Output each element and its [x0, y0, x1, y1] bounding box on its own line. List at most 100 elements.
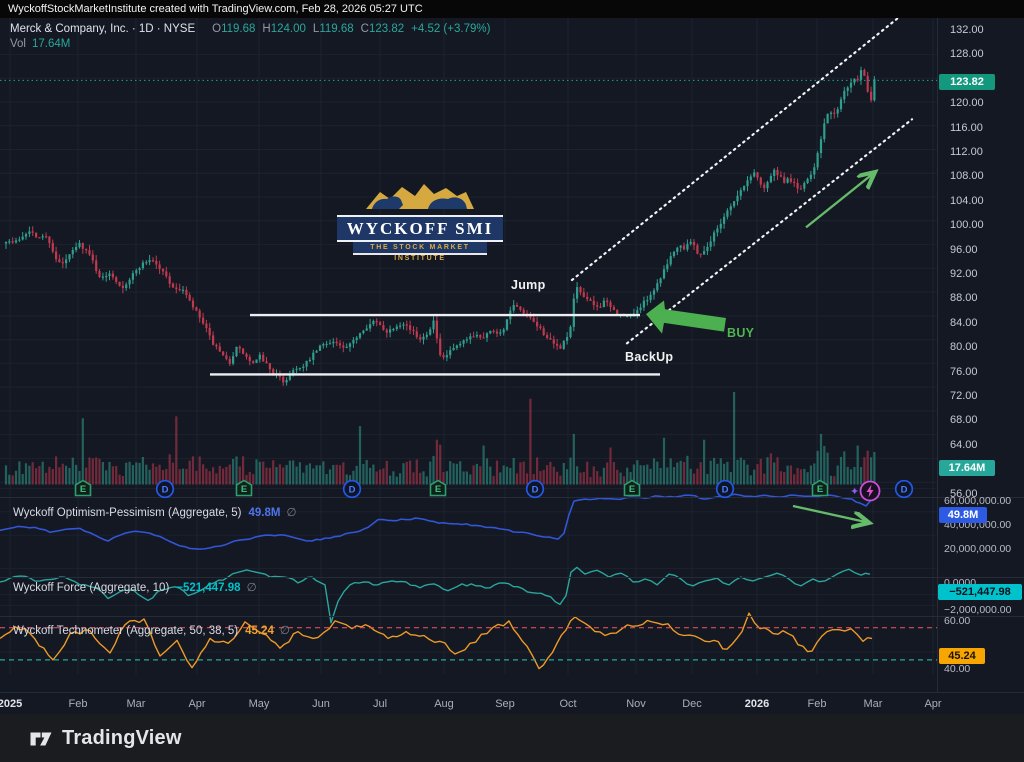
- svg-text:D: D: [901, 485, 908, 496]
- price-axis-label: 80.00: [950, 341, 978, 354]
- price-axis-label: 96.00: [950, 243, 978, 256]
- earnings-badge[interactable]: E: [811, 479, 829, 502]
- price-axis-label: 112.00: [950, 146, 983, 158]
- time-axis-label: Feb: [807, 698, 827, 710]
- techno-value: 45.24: [245, 625, 274, 637]
- symbol-title[interactable]: Merck & Company, Inc. · 1D · NYSE: [10, 23, 196, 35]
- op-trend-arrow[interactable]: [792, 504, 868, 523]
- buy-arrow[interactable]: [646, 300, 726, 334]
- time-axis-label: Feb: [68, 698, 88, 710]
- open-value: 119.68: [221, 23, 256, 35]
- time-axis-label: Jul: [372, 698, 388, 710]
- dividend-badge[interactable]: D: [342, 479, 362, 504]
- op-axis-label: 20,000,000.00: [944, 543, 1012, 555]
- high-label: H: [262, 23, 271, 35]
- tradingview-brand[interactable]: TradingView: [28, 725, 182, 751]
- price-axis-label: 64.00: [950, 438, 978, 451]
- low-label: L: [312, 23, 320, 35]
- dividend-badge[interactable]: D: [155, 479, 175, 504]
- change-value: +4.52 (+3.79%): [411, 23, 491, 35]
- price-axis-label: 56.00: [950, 487, 978, 500]
- force-value-tag: −521,447.98: [938, 584, 1022, 600]
- price-axis-label: 88.00: [950, 292, 978, 305]
- svg-text:E: E: [817, 484, 823, 495]
- force-indicator-line: [0, 566, 871, 624]
- techno-axis-label: 60.00: [944, 615, 971, 627]
- channel-lower-line[interactable]: [625, 118, 914, 345]
- svg-text:E: E: [435, 484, 441, 495]
- time-axis-label: 2026: [744, 698, 770, 710]
- open-label: O: [212, 23, 222, 35]
- techno-axis-label: 40.00: [944, 663, 971, 675]
- force-title[interactable]: Wyckoff Force (Aggregate, 10): [13, 582, 170, 594]
- price-axis-label: 84.00: [950, 316, 978, 329]
- price-axis-label: 128.00: [950, 48, 984, 61]
- pane-divider-op-force[interactable]: [0, 577, 1024, 578]
- svg-text:E: E: [629, 484, 635, 495]
- dividend-badge[interactable]: D: [525, 479, 545, 504]
- op-value: 49.8M: [248, 507, 281, 519]
- time-axis-label: Jun: [312, 698, 330, 710]
- earnings-badge[interactable]: E: [235, 479, 253, 502]
- volume-label: Vol: [10, 38, 26, 50]
- time-axis-label: Dec: [682, 698, 702, 710]
- svg-text:E: E: [80, 484, 86, 495]
- techno-title[interactable]: Wyckoff Technometer (Aggregate, 50, 38, …: [13, 625, 239, 637]
- tradingview-logo-icon: [30, 732, 52, 746]
- volume-series: [4, 392, 876, 485]
- volume-value: 17.64M: [32, 38, 71, 50]
- close-label: C: [360, 23, 369, 35]
- time-axis[interactable]: 2025 Feb Mar Apr May Jun Jul Aug Sep Oct Nov Dec 202…: [0, 692, 1024, 715]
- wyckoff-smi-logo: WYCKOFF SMI THE STOCK MARKET INSTITUTE: [337, 180, 503, 262]
- price-axis-border: [937, 18, 938, 692]
- op-indicator-line: [0, 493, 872, 550]
- dividend-badge[interactable]: D: [894, 479, 914, 504]
- force-empty-icon: ∅: [246, 582, 257, 594]
- candlestick-series: [4, 66, 876, 386]
- time-axis-label: Mar: [863, 698, 883, 710]
- footer-bar: TradingView: [0, 714, 1024, 762]
- attribution-text: WyckoffStockMarketInstitute created with…: [8, 3, 423, 15]
- time-axis-label: Nov: [626, 698, 646, 710]
- price-axis-label: 68.00: [950, 414, 978, 427]
- price-axis-label: 72.00: [950, 390, 978, 402]
- price-axis-label: 132.00: [950, 24, 984, 36]
- earnings-badge[interactable]: E: [623, 479, 641, 502]
- logo-subtitle: THE STOCK MARKET INSTITUTE: [353, 242, 487, 262]
- attribution-bar: WyckoffStockMarketInstitute created with…: [0, 0, 1024, 18]
- grid-lines: [0, 18, 937, 675]
- price-axis-label: 104.00: [950, 194, 984, 207]
- op-title[interactable]: Wyckoff Optimism-Pessimism (Aggregate, 5…: [13, 507, 242, 519]
- techno-indicator-line: [0, 612, 873, 670]
- svg-text:D: D: [162, 485, 169, 496]
- svg-text:E: E: [241, 484, 247, 495]
- earnings-badge[interactable]: E: [429, 479, 447, 502]
- time-axis-label: 2025: [0, 698, 23, 710]
- op-axis-label: 60,000,000.00: [944, 495, 1012, 507]
- buy-annotation: BUY: [727, 326, 755, 340]
- backup-annotation: BackUp: [625, 350, 674, 364]
- op-value-tag: 49.8M: [939, 507, 987, 523]
- svg-text:D: D: [722, 485, 729, 496]
- price-axis[interactable]: 132.00 128.00 120.00 116.00 112.00 108.00 104.…: [937, 18, 1024, 692]
- earnings-badge[interactable]: E: [74, 479, 92, 502]
- time-axis-label: May: [248, 698, 270, 710]
- special-event-lightning-badge[interactable]: ✦: [848, 479, 882, 508]
- symbol-legend: Merck & Company, Inc. · 1D · NYSE O119.68…: [10, 23, 490, 50]
- low-value: 119.68: [319, 23, 354, 35]
- chart-canvas[interactable]: [0, 18, 937, 692]
- force-axis-label: −2,000,000.00: [944, 604, 1012, 616]
- pane-divider-force-techno[interactable]: [0, 616, 1024, 617]
- indicator-title-op: Wyckoff Optimism-Pessimism (Aggregate, 5…: [13, 505, 296, 519]
- time-axis-label: Oct: [559, 698, 577, 710]
- time-axis-label: Mar: [126, 698, 146, 710]
- op-empty-icon: ∅: [286, 507, 297, 519]
- channel-upper-line[interactable]: [570, 18, 900, 282]
- dividend-badge[interactable]: D: [715, 479, 735, 504]
- price-axis-label: 120.00: [950, 97, 984, 110]
- svg-text:D: D: [532, 485, 539, 496]
- force-value: −521,447.98: [176, 582, 241, 594]
- pane-divider-volume-op[interactable]: [0, 497, 1024, 498]
- price-trend-arrow[interactable]: [805, 173, 874, 229]
